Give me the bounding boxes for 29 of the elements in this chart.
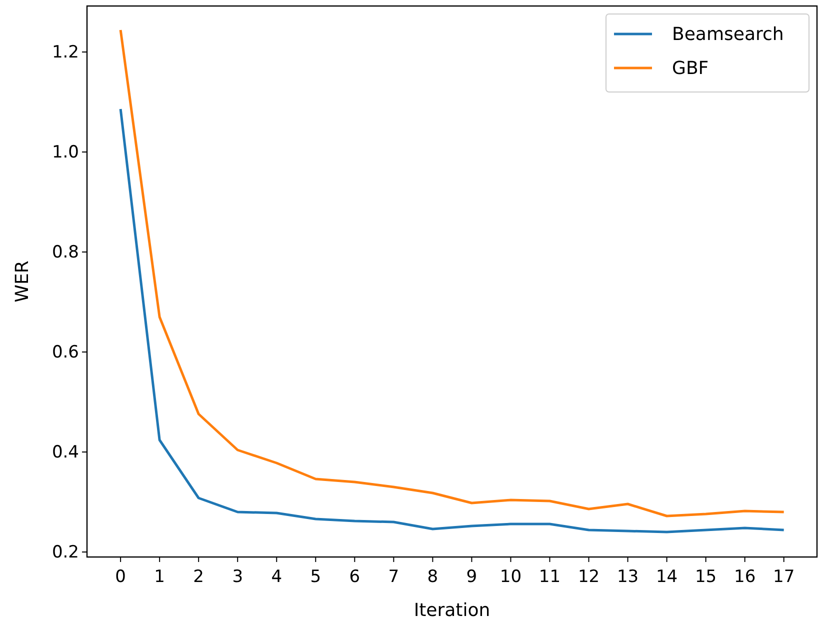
x-tick-label: 14	[656, 567, 678, 587]
x-tick-label: 11	[538, 567, 561, 587]
x-tick-label: 3	[232, 567, 244, 587]
x-tick-label: 16	[734, 567, 756, 587]
x-tick-label: 13	[616, 567, 639, 587]
x-tick-label: 12	[578, 567, 600, 587]
y-tick-label: 0.4	[52, 442, 79, 462]
x-tick-label: 8	[427, 567, 438, 587]
x-tick-label: 15	[694, 567, 717, 587]
x-tick-label: 5	[310, 567, 322, 587]
x-tick-label: 0	[115, 567, 126, 587]
y-tick-label: 1.2	[52, 42, 79, 62]
legend-label: Beamsearch	[672, 24, 784, 45]
x-tick-label: 6	[349, 567, 360, 587]
x-tick-label: 7	[388, 567, 400, 587]
y-tick-label: 0.6	[52, 342, 79, 362]
x-tick-label: 2	[193, 567, 204, 587]
x-tick-label: 9	[466, 567, 478, 587]
x-tick-label: 10	[500, 567, 522, 587]
y-axis-title: WER	[12, 260, 33, 302]
y-tick-label: 0.2	[52, 542, 79, 562]
x-tick-label: 4	[271, 567, 282, 587]
line-series	[119, 108, 786, 534]
y-tick-label: 1.0	[52, 142, 79, 162]
x-tick-label: 17	[773, 567, 795, 587]
x-axis-title: Iteration	[414, 600, 490, 621]
legend-label: GBF	[672, 58, 709, 79]
x-tick-label: 1	[154, 567, 165, 587]
y-tick-label: 0.8	[52, 242, 79, 262]
